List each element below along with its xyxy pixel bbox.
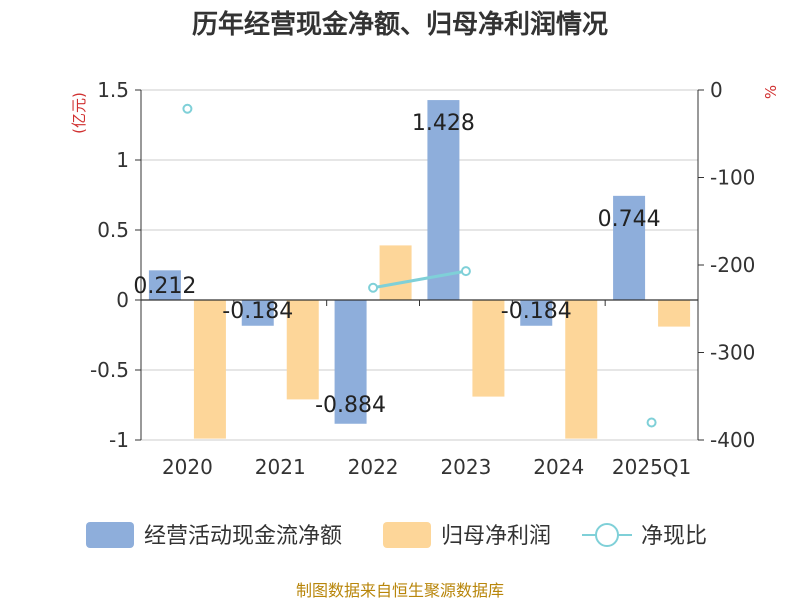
legend-swatch-netprofit bbox=[383, 522, 431, 548]
bar-value-label: 0.744 bbox=[598, 207, 661, 232]
ratio-point bbox=[460, 266, 471, 277]
bars bbox=[148, 100, 691, 439]
left-tick-label: 0 bbox=[116, 288, 129, 312]
bar-cashflow bbox=[148, 270, 181, 300]
ratio-line bbox=[182, 103, 657, 428]
left-tick-label: 1.5 bbox=[97, 78, 129, 102]
x-tick-label: 2024 bbox=[533, 455, 584, 479]
ratio-point bbox=[182, 103, 193, 114]
bar-cashflow bbox=[613, 195, 646, 300]
bar-netprofit bbox=[658, 300, 691, 327]
bar-netprofit bbox=[193, 300, 226, 439]
legend: 经营活动现金流净额 归母净利润 净现比 bbox=[86, 522, 707, 549]
right-tick-label: 0 bbox=[710, 78, 723, 102]
legend-label-netprofit: 归母净利润 bbox=[441, 524, 551, 549]
ratio-point bbox=[646, 417, 657, 428]
left-axis-unit: (亿元) bbox=[70, 92, 88, 134]
axes bbox=[135, 89, 704, 441]
chart-title: 历年经营现金净额、归母净利润情况 bbox=[192, 9, 608, 40]
legend-swatch-cashflow bbox=[86, 522, 134, 548]
bar-netprofit bbox=[472, 300, 505, 397]
right-tick-label: -100 bbox=[710, 166, 755, 190]
right-tick-label: -200 bbox=[710, 253, 755, 277]
bar-cashflow bbox=[427, 100, 460, 300]
legend-label-ratio: 净现比 bbox=[641, 524, 707, 549]
bar-cashflow bbox=[334, 300, 367, 424]
right-tick-label: -400 bbox=[710, 428, 755, 452]
bar-cashflow bbox=[520, 300, 553, 326]
left-tick-label: 1 bbox=[116, 148, 129, 172]
x-tick-label: 2021 bbox=[255, 455, 306, 479]
data-labels: 0.212 -0.184 -0.884 1.428 -0.184 0.744 bbox=[133, 111, 660, 418]
bar-netprofit bbox=[286, 300, 319, 400]
left-tick-label: -1 bbox=[109, 428, 129, 452]
right-tick-label: -300 bbox=[710, 341, 755, 365]
ratio-line-segment bbox=[372, 269, 467, 290]
bar-value-label: -0.884 bbox=[315, 393, 386, 418]
x-tick-label: 2020 bbox=[162, 455, 213, 479]
tick-labels: 1.5 1 0.5 0 -0.5 -1 0 -100 -200 -300 -400 2020 2021 2… bbox=[90, 78, 755, 479]
bar-netprofit bbox=[565, 300, 598, 439]
bar-value-label: -0.184 bbox=[501, 299, 572, 324]
bar-value-label: -0.184 bbox=[222, 299, 293, 324]
x-tick-label: 2022 bbox=[348, 455, 399, 479]
left-tick-label: -0.5 bbox=[90, 358, 129, 382]
gridlines bbox=[141, 89, 698, 441]
source-note: 制图数据来自恒生聚源数据库 bbox=[296, 581, 504, 600]
right-axis-unit: % bbox=[762, 85, 780, 99]
bar-value-label: 0.212 bbox=[133, 274, 196, 299]
x-tick-label: 2025Q1 bbox=[612, 455, 691, 479]
bar-netprofit bbox=[379, 245, 412, 300]
x-tick-label: 2023 bbox=[440, 455, 491, 479]
bar-cashflow bbox=[241, 300, 274, 326]
legend-marker-ratio bbox=[595, 523, 619, 547]
left-tick-label: 0.5 bbox=[97, 218, 129, 242]
legend-label-cashflow: 经营活动现金流净额 bbox=[144, 524, 342, 549]
ratio-point bbox=[368, 282, 379, 293]
bar-value-label: 1.428 bbox=[412, 111, 475, 136]
